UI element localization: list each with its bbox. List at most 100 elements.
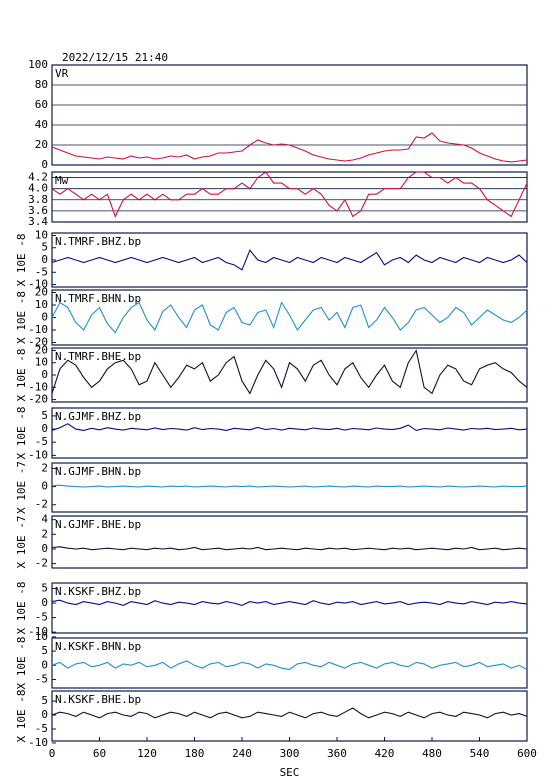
y-tick-label: -10 xyxy=(28,625,48,638)
y-tick-label: 60 xyxy=(35,98,48,111)
panel-frame xyxy=(51,171,528,223)
panel-label: N.TMRF.BHZ.bp xyxy=(55,235,141,248)
y-axis-label: X 10E -8 xyxy=(15,349,28,402)
y-tick-label: 4 xyxy=(41,513,48,526)
y-tick-label: -5 xyxy=(35,435,48,448)
y-tick-label: 3.8 xyxy=(28,193,48,206)
y-tick-label: 0 xyxy=(41,311,48,324)
y-tick-label: 0 xyxy=(41,542,48,555)
data-line xyxy=(51,599,528,606)
y-tick-label: 4.2 xyxy=(28,171,48,184)
y-tick-label: 20 xyxy=(35,286,48,299)
panel-frame xyxy=(51,64,528,166)
panel-frame xyxy=(51,582,528,634)
y-tick-label: 5 xyxy=(41,409,48,422)
panel-frame xyxy=(51,637,528,689)
panel-label: N.KSKF.BHN.bp xyxy=(55,640,141,653)
panel-label: Mw xyxy=(55,174,69,187)
y-tick-label: 0 xyxy=(41,596,48,609)
x-tick-label: 240 xyxy=(232,747,252,760)
y-tick-label: 100 xyxy=(28,58,48,71)
y-axis-label: X 10E -8 xyxy=(15,690,28,743)
y-tick-label: 2 xyxy=(41,461,48,474)
x-tick-label: 420 xyxy=(375,747,395,760)
y-tick-label: -2 xyxy=(35,557,48,570)
y-tick-label: 0 xyxy=(41,708,48,721)
y-axis-label: X 10E -8 xyxy=(15,582,28,635)
panel-frame xyxy=(51,515,528,569)
y-tick-label: 40 xyxy=(35,118,48,131)
y-axis-label: X 10E -7 xyxy=(15,516,28,569)
y-tick-label: 5 xyxy=(41,644,48,657)
y-tick-label: 0 xyxy=(41,422,48,435)
y-tick-label: 10 xyxy=(35,356,48,369)
y-tick-label: -20 xyxy=(28,393,48,406)
y-tick-label: 0 xyxy=(41,368,48,381)
data-line xyxy=(51,171,528,218)
y-tick-label: -10 xyxy=(28,736,48,749)
panel-label: VR xyxy=(55,67,69,80)
panel-label: N.GJMF.BHZ.bp xyxy=(55,410,141,423)
y-tick-label: -10 xyxy=(28,380,48,393)
y-tick-label: 20 xyxy=(35,138,48,151)
y-tick-label: 5 xyxy=(41,582,48,595)
y-tick-label: 10 xyxy=(35,228,48,241)
data-line xyxy=(51,707,528,719)
chart-title: 2022/12/15 21:40 xyxy=(62,51,168,64)
panel-frame xyxy=(51,462,528,513)
y-tick-label: -10 xyxy=(28,448,48,461)
x-tick-label: 120 xyxy=(137,747,157,760)
x-tick-label: 480 xyxy=(422,747,442,760)
y-tick-label: -5 xyxy=(35,722,48,735)
y-tick-label: -2 xyxy=(35,498,48,511)
y-tick-label: -5 xyxy=(35,265,48,278)
y-tick-label: 2 xyxy=(41,527,48,540)
panel-frame xyxy=(51,407,528,459)
y-tick-label: 10 xyxy=(35,630,48,643)
x-axis-label: SEC xyxy=(280,766,300,779)
y-tick-label: -20 xyxy=(28,336,48,349)
y-tick-label: 5 xyxy=(41,241,48,254)
panel-label: N.KSKF.BHZ.bp xyxy=(55,585,141,598)
y-axis-label: X 10E -8 xyxy=(15,234,28,287)
data-line xyxy=(51,249,528,271)
y-tick-label: 0 xyxy=(41,480,48,493)
y-tick-label: -5 xyxy=(35,672,48,685)
panel-label: N.GJMF.BHN.bp xyxy=(55,465,141,478)
y-tick-label: 3.6 xyxy=(28,204,48,217)
y-axis-label: X 10E -8 xyxy=(15,291,28,344)
y-axis-label: X 10E -8 xyxy=(15,407,28,460)
panel-label: N.KSKF.BHE.bp xyxy=(55,693,141,706)
x-tick-label: 180 xyxy=(185,747,205,760)
data-line xyxy=(51,546,528,551)
panel-label: N.TMRF.BHN.bp xyxy=(55,292,141,305)
y-tick-label: 80 xyxy=(35,78,48,91)
data-line xyxy=(51,349,528,395)
y-tick-label: -10 xyxy=(28,323,48,336)
data-line xyxy=(51,301,528,334)
y-tick-label: 0 xyxy=(41,253,48,266)
x-tick-label: 0 xyxy=(49,747,56,760)
y-axis-label: X 10E -7 xyxy=(15,461,28,514)
x-tick-label: 360 xyxy=(327,747,347,760)
x-tick-label: 60 xyxy=(93,747,106,760)
y-tick-label: 20 xyxy=(35,343,48,356)
data-line xyxy=(51,132,528,163)
y-tick-label: 3.4 xyxy=(28,215,48,228)
y-tick-label: 0 xyxy=(41,158,48,171)
x-tick-label: 540 xyxy=(470,747,490,760)
data-line xyxy=(51,423,528,431)
y-tick-label: -10 xyxy=(28,278,48,291)
data-line xyxy=(51,660,528,671)
y-tick-label: 10 xyxy=(35,298,48,311)
y-tick-label: 0 xyxy=(41,658,48,671)
x-tick-label: 600 xyxy=(517,747,537,760)
x-tick-label: 300 xyxy=(280,747,300,760)
y-tick-label: 5 xyxy=(41,694,48,707)
panel-label: N.GJMF.BHE.bp xyxy=(55,518,141,531)
y-tick-label: 4.0 xyxy=(28,182,48,195)
y-axis-label: X 10E -8 xyxy=(15,637,28,690)
panel-label: N.TMRF.BHE.bp xyxy=(55,350,141,363)
y-tick-label: -5 xyxy=(35,611,48,624)
